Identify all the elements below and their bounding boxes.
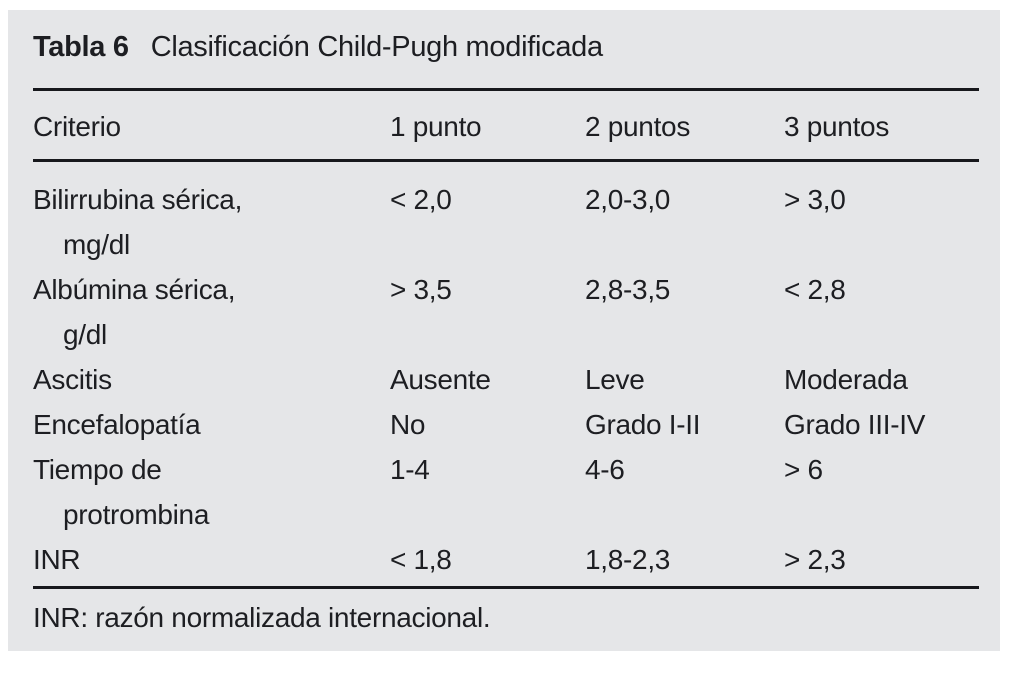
table-row-ascitis: Ascitis Ausente Leve Moderada xyxy=(33,357,979,402)
cell-1-punto: > 3,5 xyxy=(390,274,452,305)
criterio-line2: mg/dl xyxy=(63,229,130,260)
criterio-line1: Ascitis xyxy=(33,364,112,395)
cell-criterio: Ascitis xyxy=(33,357,390,402)
cell-criterio: Tiempo de protrombina xyxy=(33,447,390,537)
table-number-label: Tabla 6 xyxy=(33,31,129,63)
cell-1-punto: < 1,8 xyxy=(390,537,585,589)
cell-2-puntos: 1,8-2,3 xyxy=(585,537,784,589)
cell-criterio: INR xyxy=(33,537,390,589)
criterio-line1: Albúmina sérica, xyxy=(33,274,236,305)
cell-1-punto: < 2,0 xyxy=(390,184,452,215)
cell-criterio: Bilirrubina sérica, mg/dl xyxy=(33,161,390,268)
table-row-encefalopatia: Encefalopatía No Grado I-II Grado III-IV xyxy=(33,402,979,447)
criterio-line1: Tiempo de xyxy=(33,454,162,485)
table-panel: Tabla 6 Clasificación Child-Pugh modifica… xyxy=(8,10,1000,651)
cell-3-puntos: < 2,8 xyxy=(784,274,846,305)
cell-2-puntos: Grado I-II xyxy=(585,409,701,440)
cell-1-punto: 1-4 xyxy=(390,454,430,485)
cell-3-puntos: Moderada xyxy=(784,364,908,395)
cell-criterio: Encefalopatía xyxy=(33,402,390,447)
column-header-1-punto: 1 punto xyxy=(390,88,585,162)
table-row-tiempo-protrombina: Tiempo de protrombina 1-4 4-6 > 6 xyxy=(33,447,979,537)
cell-1-punto: Ausente xyxy=(390,364,491,395)
cell-2-puntos: 2,0-3,0 xyxy=(585,184,671,215)
criterio-line2: g/dl xyxy=(63,319,107,350)
criterio-line2: protrombina xyxy=(63,499,210,530)
column-header-3-puntos: 3 puntos xyxy=(784,88,979,162)
cell-3-puntos: > 6 xyxy=(784,454,823,485)
table-row-albumina: Albúmina sérica, g/dl > 3,5 2,8-3,5 < 2,… xyxy=(33,267,979,357)
cell-1-punto: No xyxy=(390,409,426,440)
cell-2-puntos: 4-6 xyxy=(585,454,625,485)
table-title: Tabla 6 Clasificación Child-Pugh modifica… xyxy=(33,30,976,64)
column-header-criterio: Criterio xyxy=(33,88,390,162)
cell-2-puntos: Leve xyxy=(585,364,645,395)
table-row-inr: INR < 1,8 1,8-2,3 > 2,3 xyxy=(33,537,979,589)
cell-3-puntos: > 3,0 xyxy=(784,184,846,215)
criterio-line1: Bilirrubina sérica, xyxy=(33,184,243,215)
child-pugh-table: Criterio 1 punto 2 puntos 3 puntos Bilir… xyxy=(33,88,979,589)
table-row-bilirrubina: Bilirrubina sérica, mg/dl < 2,0 2,0-3,0 … xyxy=(33,161,979,268)
column-header-2-puntos: 2 puntos xyxy=(585,88,784,162)
cell-criterio: Albúmina sérica, g/dl xyxy=(33,267,390,357)
cell-3-puntos: Grado III-IV xyxy=(784,409,926,440)
cell-3-puntos: > 2,3 xyxy=(784,537,979,589)
criterio-line1: Encefalopatía xyxy=(33,409,201,440)
table-footnote: INR: razón normalizada internacional. xyxy=(33,602,491,633)
criterio-line1: INR xyxy=(33,544,81,575)
header-row: Criterio 1 punto 2 puntos 3 puntos xyxy=(33,88,979,162)
table-title-text: Clasificación Child-Pugh modificada xyxy=(150,31,603,63)
cell-2-puntos: 2,8-3,5 xyxy=(585,274,671,305)
